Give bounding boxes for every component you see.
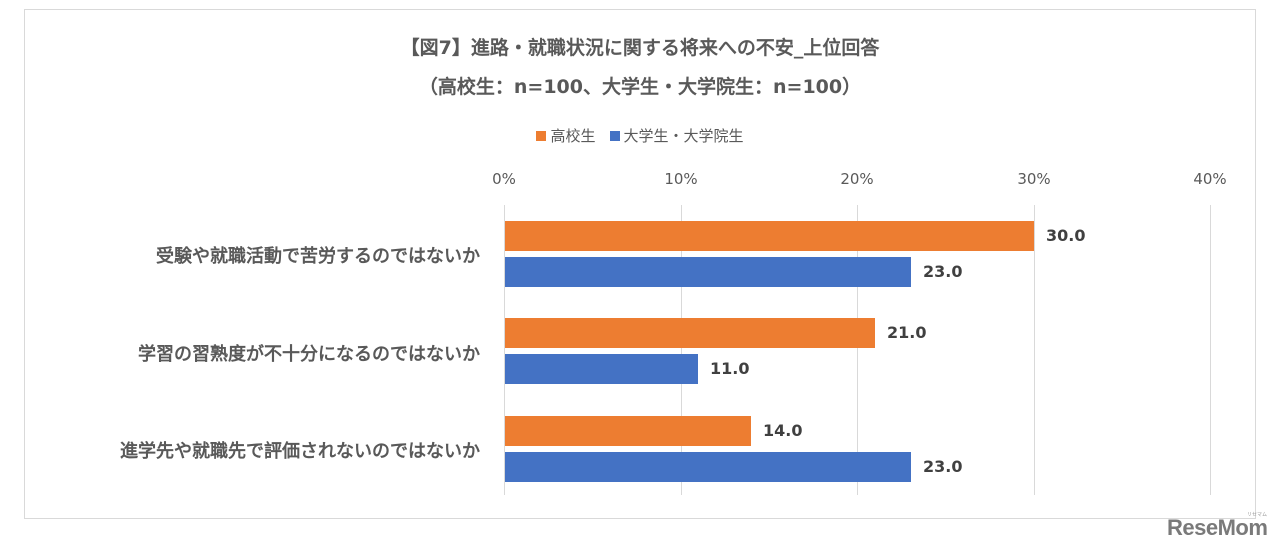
bar-high-school	[505, 221, 1034, 251]
legend-swatch-blue	[609, 130, 620, 141]
watermark-sub: リセマム	[1247, 512, 1268, 518]
bar-university	[505, 452, 911, 482]
bar-university	[505, 354, 698, 384]
category-label: 受験や就職活動で苦労するのではないか	[156, 246, 480, 267]
axis-tick: 30%	[1017, 170, 1051, 188]
bar-university	[505, 257, 911, 287]
data-label: 11.0	[710, 359, 750, 378]
legend-item-university: 大学生・大学院生	[609, 125, 744, 146]
legend-label: 大学生・大学院生	[623, 127, 744, 145]
data-label: 23.0	[923, 262, 963, 281]
watermark-logo: ReseMom	[1167, 515, 1268, 540]
axis-tick: 0%	[492, 170, 516, 188]
data-label: 30.0	[1046, 226, 1086, 245]
chart-title: 【図7】進路・就職状況に関する将来への不安_上位回答	[400, 37, 880, 59]
category-label: 学習の習熟度が不十分になるのではないか	[138, 344, 480, 365]
gridline	[1034, 205, 1035, 495]
data-label: 14.0	[763, 421, 803, 440]
legend-item-high-school: 高校生	[536, 125, 596, 146]
legend: 高校生 大学生・大学院生	[0, 125, 1280, 146]
legend-swatch-orange	[536, 130, 547, 141]
gridline	[857, 205, 858, 495]
gridline	[681, 205, 682, 495]
axis-tick: 20%	[840, 170, 874, 188]
category-label: 進学先や就職先で評価されないのではないか	[120, 441, 480, 462]
bar-high-school	[505, 318, 875, 348]
gridline	[1210, 205, 1211, 495]
data-label: 21.0	[887, 323, 927, 342]
legend-label: 高校生	[550, 127, 596, 145]
axis-tick: 40%	[1193, 170, 1227, 188]
chart-subtitle: （高校生：n=100、大学生・大学院生：n=100）	[418, 76, 862, 98]
data-label: 23.0	[923, 457, 963, 476]
axis-tick: 10%	[664, 170, 698, 188]
bar-high-school	[505, 416, 751, 446]
gridline	[504, 205, 505, 495]
